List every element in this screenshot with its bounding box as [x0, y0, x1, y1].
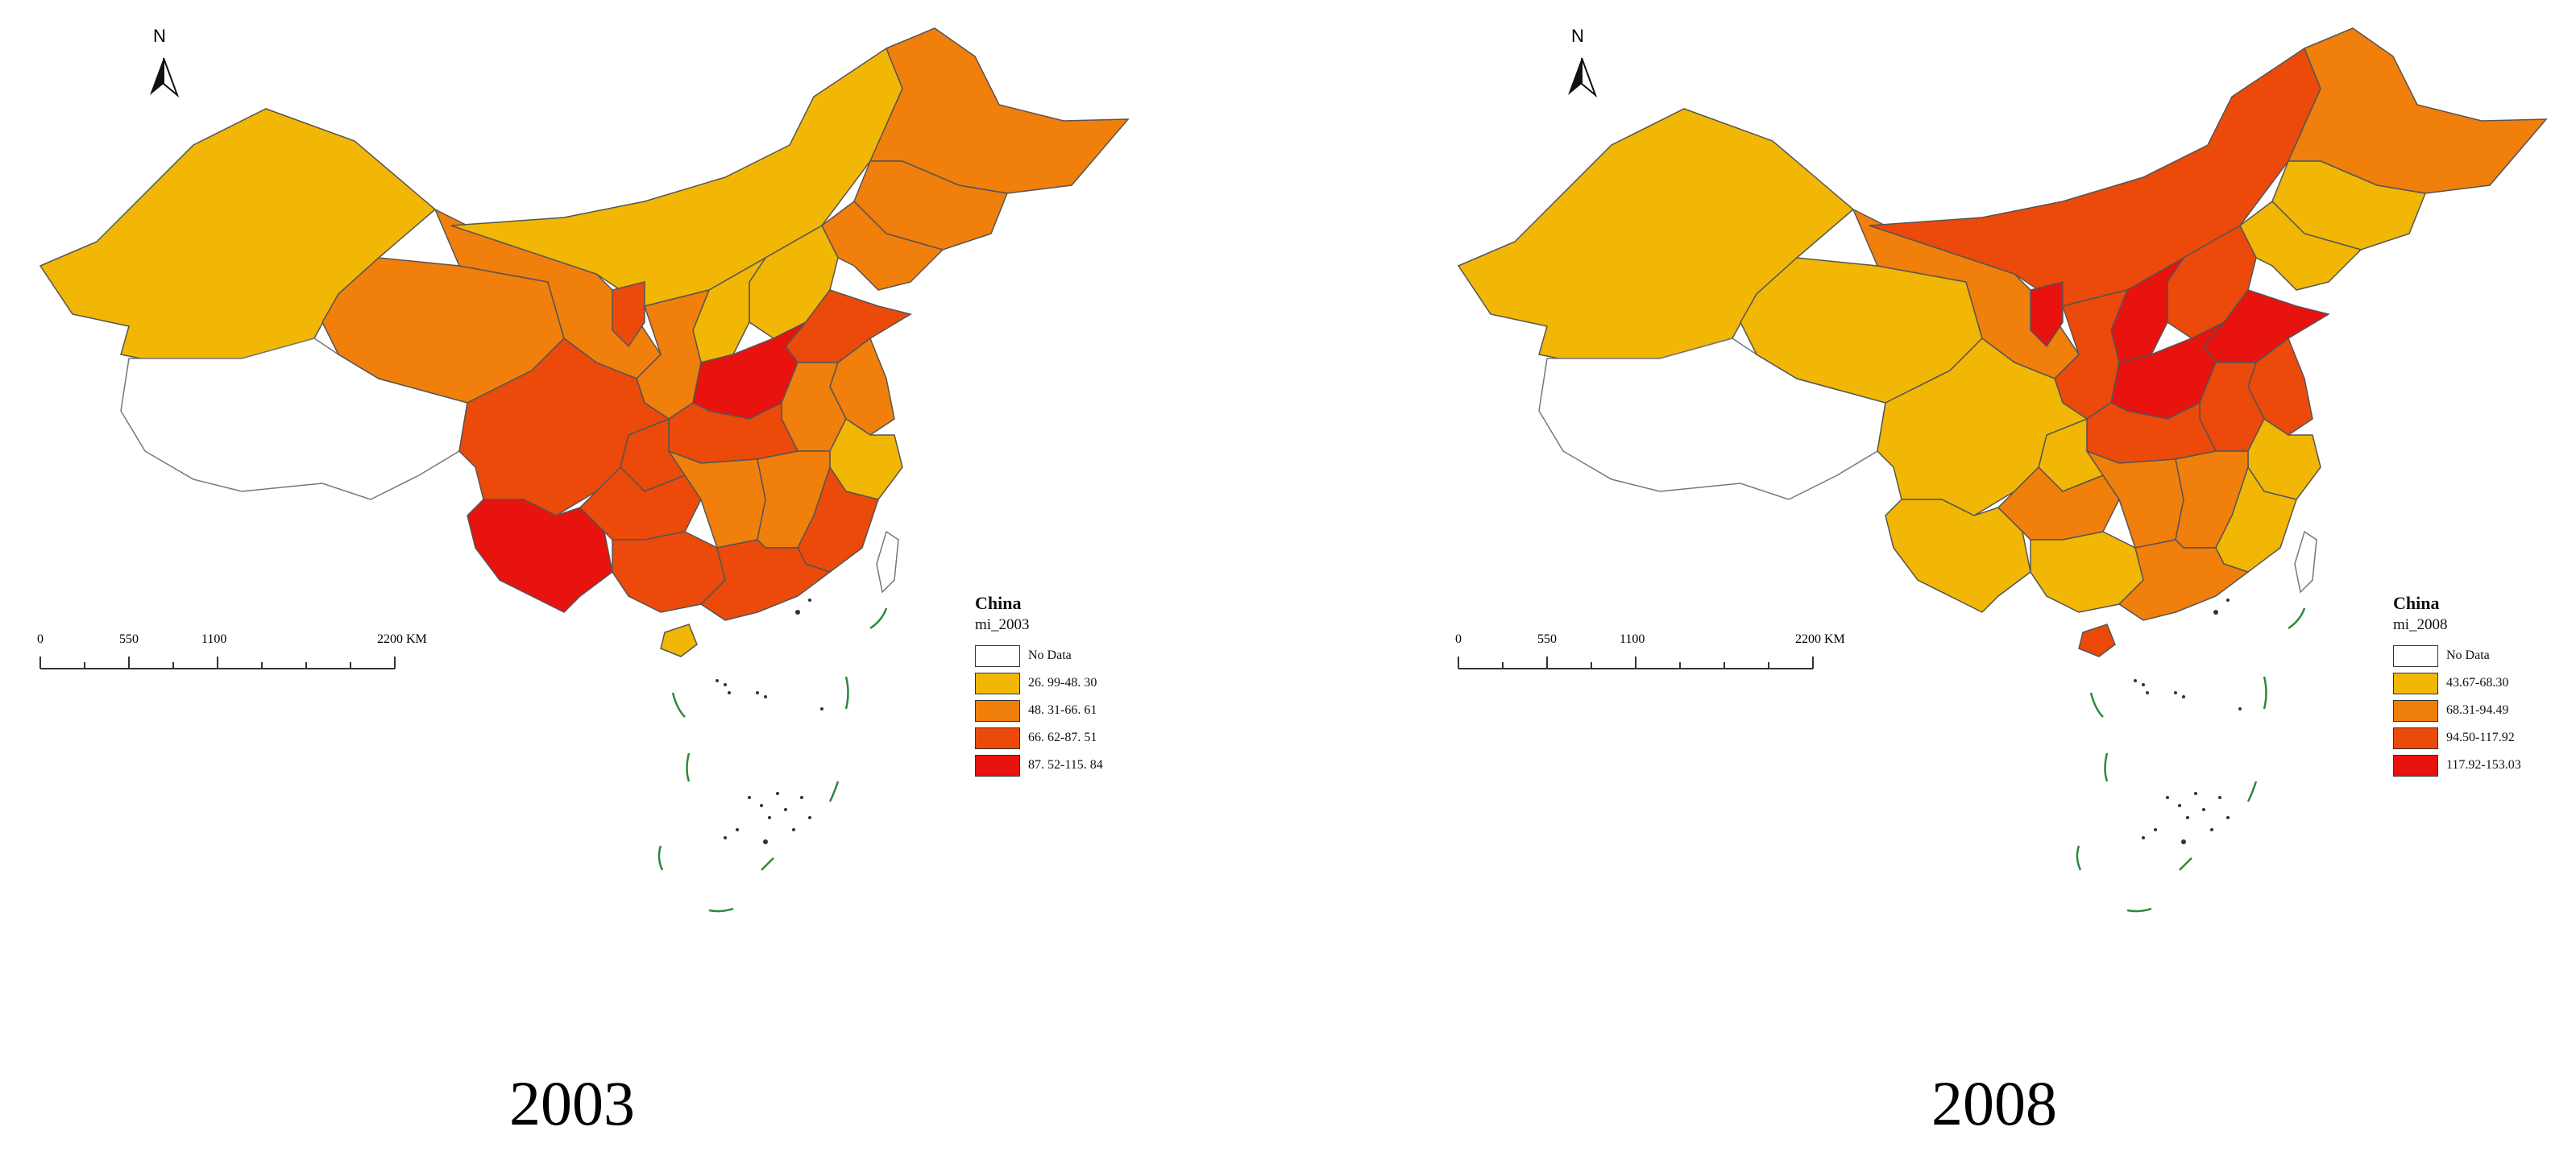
legend-title: China — [2393, 593, 2440, 613]
legend-2003: China mi_2003 No Data 26. 99-48. 30 48. … — [975, 592, 1103, 779]
legend-item: 66. 62-87. 51 — [975, 724, 1103, 752]
map-panel-2008: N 0 550 1100 2200 KM China mi_2008 No Da… — [1418, 0, 2576, 1156]
legend-subtitle: mi_2008 — [2393, 616, 2448, 633]
scale-tick-2200: 2200 KM — [1795, 632, 1845, 646]
legend-label: 87. 52-115. 84 — [1028, 758, 1103, 772]
region-liaoning — [2239, 201, 2362, 291]
region-guizhou — [1997, 466, 2120, 541]
region-guangdong — [699, 539, 832, 621]
legend-item: 48. 31-66. 61 — [975, 697, 1103, 724]
scale-tick-1100: 1100 — [1620, 632, 1645, 646]
legend-item: No Data — [2393, 642, 2521, 669]
legend-swatch — [2393, 699, 2438, 722]
legend-swatch — [2393, 672, 2438, 694]
legend-2008: China mi_2008 No Data 43.67-68.30 68.31-… — [2393, 592, 2521, 779]
scale-tick-550: 550 — [1537, 632, 1557, 646]
year-label-2008: 2008 — [1931, 1068, 2057, 1138]
legend-swatch — [975, 672, 1020, 694]
scale-bar — [1458, 657, 1814, 669]
region-yunnan — [467, 499, 613, 613]
legend-label: 26. 99-48. 30 — [1028, 676, 1097, 690]
region-ningxia — [612, 281, 645, 348]
island-dots — [716, 599, 823, 844]
legend-swatch — [975, 754, 1020, 777]
south-china-sea-inset — [657, 607, 888, 913]
north-label: N — [153, 26, 166, 46]
legend-swatch — [975, 644, 1020, 667]
region-tibet — [1538, 338, 1886, 500]
map-panel-2003: N 0 550 1100 2200 KM China mi_2003 No Da… — [32, 26, 1130, 1138]
legend-swatch — [2393, 754, 2438, 777]
legend-swatch — [975, 727, 1020, 749]
island-dots — [2134, 599, 2242, 844]
legend-swatch — [2393, 727, 2438, 749]
scale-tick-0: 0 — [1455, 632, 1462, 646]
legend-label: 66. 62-87. 51 — [1028, 731, 1097, 744]
scale-labels: 0 550 1100 2200 KM — [32, 632, 427, 652]
legend-item: 68.31-94.49 — [2393, 697, 2521, 724]
legend-item: 117.92-153.03 — [2393, 752, 2521, 779]
legend-subtitle: mi_2003 — [975, 616, 1030, 633]
region-taiwan — [876, 530, 899, 594]
legend-label: 68.31-94.49 — [2446, 703, 2509, 717]
region-liaoning — [821, 201, 944, 291]
region-hainan — [660, 624, 698, 657]
region-taiwan — [2294, 530, 2317, 594]
legend-label: 94.50-117.92 — [2446, 731, 2515, 744]
north-label: N — [1571, 26, 1584, 46]
region-tibet — [120, 338, 468, 500]
legend-title: China — [975, 593, 1022, 613]
legend-label: 48. 31-66. 61 — [1028, 703, 1097, 717]
north-arrow-icon — [1568, 57, 1598, 98]
legend-item: 43.67-68.30 — [2393, 669, 2521, 697]
region-guizhou — [579, 466, 702, 541]
legend-item: 94.50-117.92 — [2393, 724, 2521, 752]
region-ningxia — [2030, 281, 2064, 348]
north-arrow-icon — [150, 57, 180, 98]
scale-tick-1100: 1100 — [201, 632, 227, 646]
scale-tick-2200: 2200 KM — [377, 632, 427, 646]
year-label-2003: 2003 — [509, 1068, 635, 1138]
legend-item: No Data — [975, 642, 1103, 669]
scale-tick-550: 550 — [119, 632, 139, 646]
region-hainan — [2078, 624, 2116, 657]
choropleth-map-2003 — [39, 27, 1130, 913]
scale-bar — [39, 657, 396, 669]
legend-label: No Data — [1028, 648, 1072, 662]
legend-label: 117.92-153.03 — [2446, 758, 2521, 772]
region-guangdong — [2118, 539, 2250, 621]
region-yunnan — [1885, 499, 2031, 613]
legend-label: No Data — [2446, 648, 2490, 662]
south-china-sea-inset — [2076, 607, 2306, 913]
legend-label: 43.67-68.30 — [2446, 676, 2509, 690]
scale-labels: 0 550 1100 2200 KM — [1450, 632, 1845, 652]
legend-item: 26. 99-48. 30 — [975, 669, 1103, 697]
choropleth-map-2008 — [1457, 27, 2548, 913]
legend-item: 87. 52-115. 84 — [975, 752, 1103, 779]
legend-swatch — [975, 699, 1020, 722]
legend-swatch — [2393, 644, 2438, 667]
scale-tick-0: 0 — [37, 632, 44, 646]
